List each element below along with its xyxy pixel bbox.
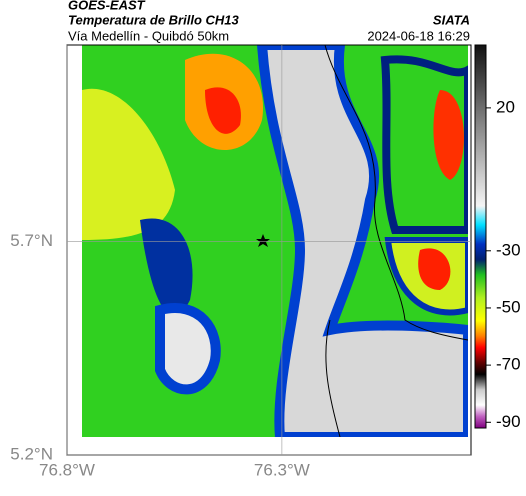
colorbar-label: -70 — [496, 355, 521, 374]
colorbar-label: -50 — [496, 297, 521, 316]
lon-label: 76.8°W — [39, 460, 95, 479]
colorbar-label: -30 — [496, 240, 521, 259]
colorbar-label: 20 — [496, 97, 515, 116]
title: GOES-EAST — [68, 0, 146, 12]
route: Vía Medellín - Quibdó 50km — [68, 28, 229, 43]
datetime: 2024-06-18 16:29 — [367, 28, 470, 43]
satellite-image — [82, 45, 468, 437]
colorbar-label: -90 — [496, 412, 521, 431]
lat-label: 5.7°N — [10, 231, 53, 250]
lon-label: 76.3°W — [254, 460, 310, 479]
subtitle: Temperatura de Brillo CH13 — [68, 12, 240, 27]
colorbar — [474, 44, 487, 429]
lat-label: 5.2°N — [10, 444, 53, 463]
source: SIATA — [433, 12, 470, 27]
